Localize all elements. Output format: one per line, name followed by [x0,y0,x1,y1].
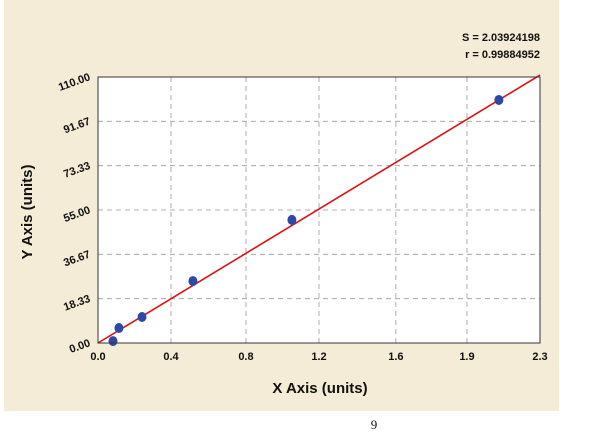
x-tick-label: 1.2 [311,351,326,363]
x-tick-label: 0.4 [163,351,179,363]
plot-border [97,76,541,344]
x-tick-label: 0.0 [90,351,105,363]
data-point [137,312,147,323]
x-tick-label: 1.6 [388,351,403,363]
x-tick-label: 0.8 [238,351,253,363]
x-tick-label: 2.3 [532,351,547,363]
data-point [287,214,297,225]
y-axis-title: Y Axis (units) [19,164,36,259]
data-point [494,94,504,105]
page-number: 9 [371,417,378,432]
annotation: r = 0.99884952 [465,49,540,61]
data-point [188,276,198,287]
data-point [108,336,118,347]
data-point [114,323,124,334]
fit-line [97,74,541,344]
annotation: S = 2.03924198 [462,32,540,44]
x-tick-label: 1.9 [459,351,474,363]
x-axis-title: X Axis (units) [272,380,367,397]
